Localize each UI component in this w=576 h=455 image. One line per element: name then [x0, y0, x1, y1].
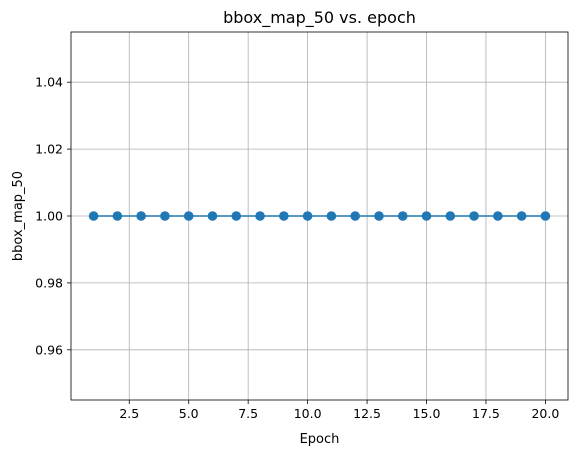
x-tick-label: 7.5: [238, 406, 258, 421]
data-point: [183, 211, 194, 221]
data-point: [421, 211, 432, 221]
y-tick-label: 1.02: [35, 142, 63, 157]
x-axis-ticks: 2.5 5.0 7.5 10.0 12.5 15.0 17.5 20.0: [119, 400, 559, 421]
data-point: [516, 211, 527, 221]
x-axis-label: Epoch: [300, 432, 340, 447]
y-axis-label: bbox_map_50: [11, 171, 26, 261]
data-point: [469, 211, 479, 221]
y-tick-label: 0.98: [35, 275, 63, 290]
x-tick-label: 15.0: [413, 406, 441, 421]
data-point: [207, 211, 218, 221]
data-point: [279, 211, 289, 221]
y-axis-ticks: 0.96 0.98 1.00 1.02 1.04: [35, 75, 71, 357]
data-point: [302, 211, 313, 221]
data-point: [112, 211, 123, 221]
data-point: [88, 211, 99, 221]
data-point: [231, 211, 242, 221]
y-tick-label: 1.04: [35, 75, 63, 90]
x-tick-label: 20.0: [531, 406, 559, 421]
x-tick-label: 17.5: [472, 406, 500, 421]
data-point: [445, 211, 456, 221]
data-point: [350, 211, 360, 221]
data-point: [326, 211, 337, 221]
series-layer: [88, 211, 551, 221]
data-point: [493, 211, 503, 221]
data-point: [540, 211, 551, 221]
x-tick-label: 5.0: [179, 406, 199, 421]
data-point: [397, 211, 408, 221]
x-tick-label: 12.5: [353, 406, 381, 421]
x-tick-label: 2.5: [119, 406, 139, 421]
data-point: [374, 211, 384, 221]
data-point: [160, 211, 170, 221]
data-point: [136, 211, 146, 221]
y-tick-label: 1.00: [35, 209, 63, 224]
x-tick-label: 10.0: [294, 406, 322, 421]
chart-title: bbox_map_50 vs. epoch: [223, 8, 416, 28]
data-point: [255, 211, 265, 221]
y-tick-label: 0.96: [35, 342, 63, 357]
